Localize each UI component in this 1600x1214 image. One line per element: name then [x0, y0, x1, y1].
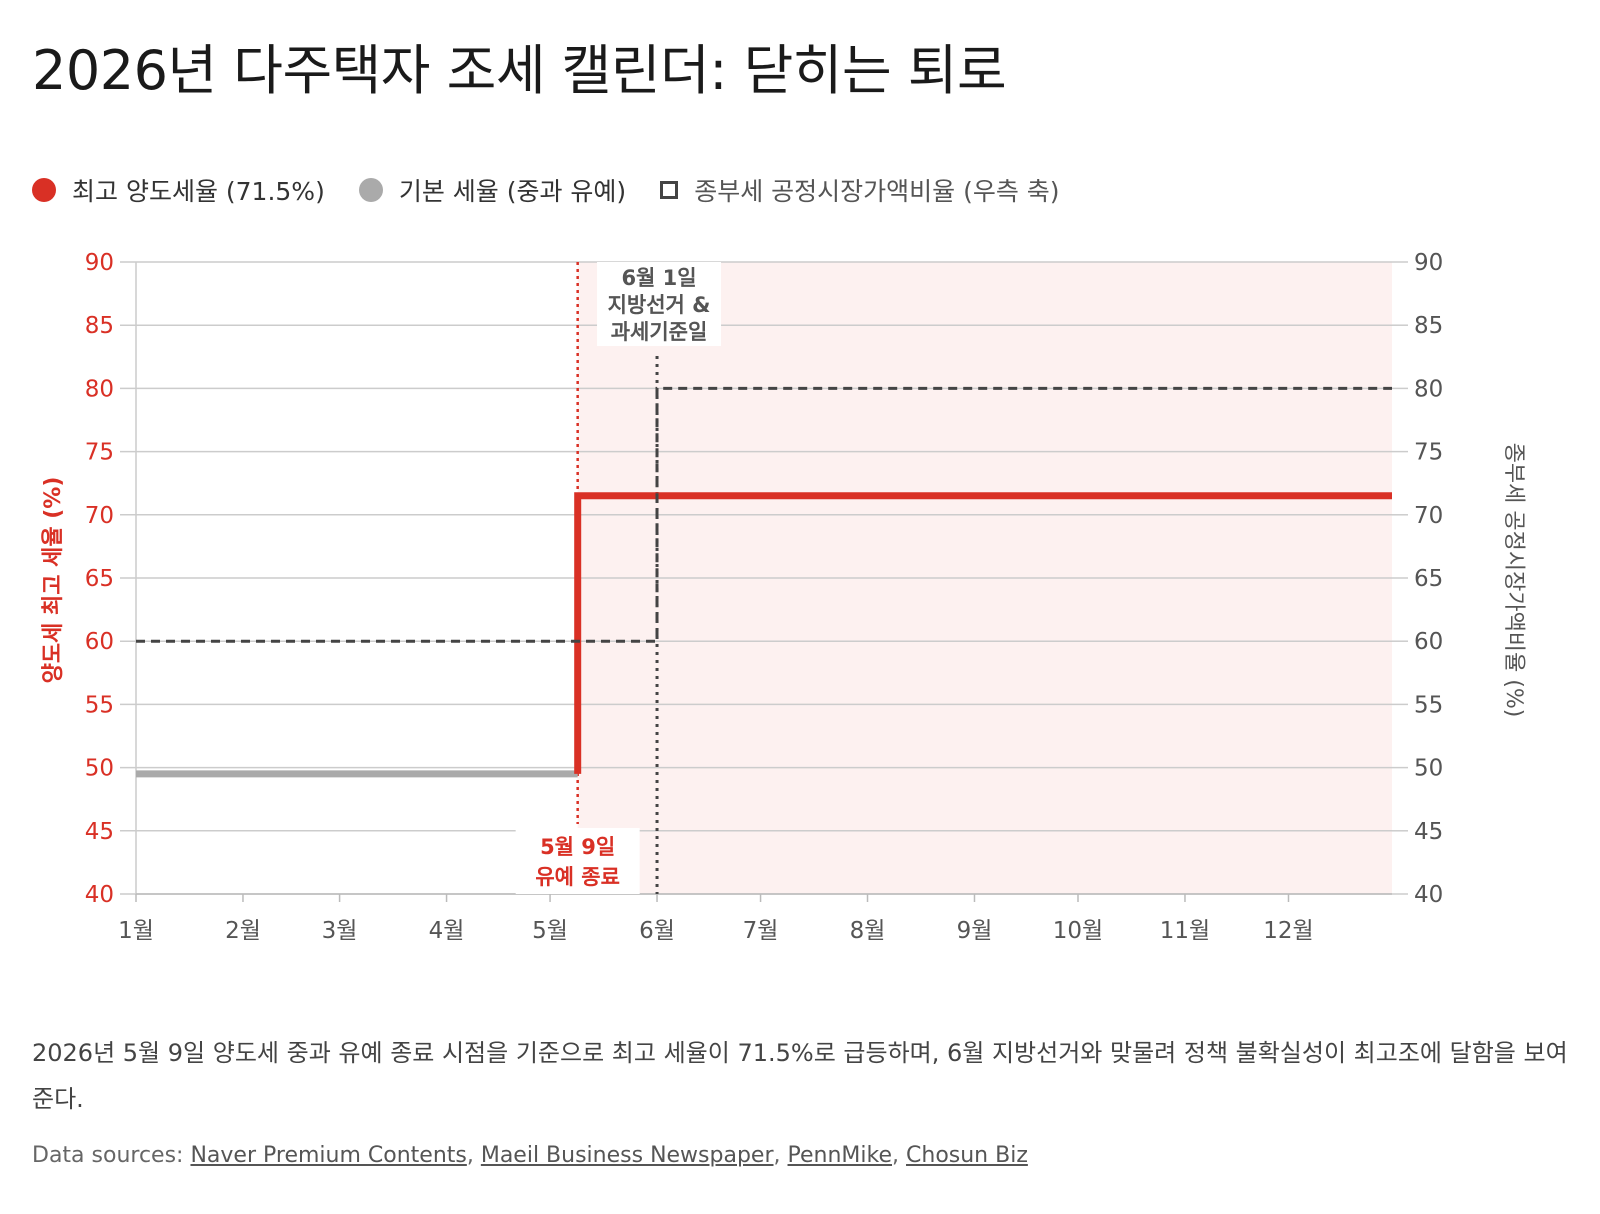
y-left-tick-label: 45 [85, 819, 114, 845]
x-tick-label: 11월 [1160, 918, 1210, 944]
y-right-tick-label: 50 [1414, 756, 1443, 782]
fair-market-ratio-line [136, 386, 1392, 643]
legend-label: 최고 양도세율 (71.5%) [72, 177, 325, 206]
y-left-tick-label: 70 [85, 503, 114, 529]
grid [120, 261, 1408, 895]
source-link-chosun[interactable]: Chosun Biz [906, 1143, 1028, 1168]
legend-label: 종부세 공정시장가액비율 (우측 축) [694, 177, 1060, 206]
y-right-tick-label: 65 [1414, 566, 1443, 592]
x-tick-label: 8월 [850, 918, 886, 944]
y-right-tick-label: 45 [1414, 819, 1443, 845]
y-right-tick-label: 90 [1414, 250, 1443, 276]
legend-label: 기본 세율 (중과 유예) [398, 177, 627, 206]
x-tick-label: 3월 [322, 918, 358, 944]
x-tick-label: 9월 [957, 918, 993, 944]
y-axis-right: 40 45 50 55 60 65 70 75 80 85 90 [1414, 250, 1443, 908]
annotation-grace-end-bg [515, 828, 640, 894]
source-link-pennmike[interactable]: PennMike [787, 1143, 893, 1168]
y-right-tick-label: 70 [1414, 503, 1443, 529]
sources-prefix: Data sources: [32, 1143, 184, 1168]
y-right-tick-label: 85 [1414, 313, 1443, 339]
annotation-election-text: 과세기준일 [611, 320, 708, 344]
annotation-grace-end-text: 5월 9일 [540, 835, 615, 859]
x-tick-label: 1월 [118, 918, 154, 944]
y-left-tick-label: 75 [85, 440, 114, 466]
x-tick-label: 12월 [1263, 918, 1313, 944]
red-dot-icon [32, 178, 56, 202]
x-axis: 1월 2월 3월 4월 5월 6월 7월 8월 9월 10월 11월 12월 [118, 894, 1314, 944]
y-left-tick-label: 50 [85, 756, 114, 782]
x-tick-label: 7월 [743, 918, 779, 944]
y-axis-left: 40 45 50 55 60 65 70 75 80 85 90 [85, 250, 114, 908]
source-link-maeil[interactable]: Maeil Business Newspaper [480, 1143, 774, 1168]
legend-item-top-rate: 최고 양도세율 (71.5%) [32, 172, 325, 208]
y-axis-right-label: 종부세 공정시장가액비율 (%) [1501, 443, 1526, 718]
y-right-tick-label: 80 [1414, 376, 1443, 402]
y-right-tick-label: 40 [1414, 882, 1443, 908]
x-tick-label: 10월 [1053, 918, 1103, 944]
page-title: 2026년 다주택자 조세 캘린더: 닫히는 퇴로 [32, 39, 1007, 102]
x-tick-label: 5월 [532, 918, 568, 944]
y-left-tick-label: 60 [85, 629, 114, 655]
square-outline-icon [660, 181, 679, 199]
y-left-tick-label: 55 [85, 692, 114, 718]
data-sources: Data sources: Naver Premium Contents, Ma… [32, 1143, 1028, 1168]
legend: 최고 양도세율 (71.5%) 기본 세율 (중과 유예) 종부세 공정시장가액… [32, 172, 1094, 208]
y-left-tick-label: 90 [85, 250, 114, 276]
annotation-election-text: 지방선거 & [608, 293, 711, 317]
y-axis-left-label: 양도세 최고 세율 (%) [41, 477, 66, 684]
x-tick-label: 4월 [429, 918, 465, 944]
annotation-election-text: 6월 1일 [621, 266, 696, 290]
annotation-grace-end-text: 유예 종료 [535, 865, 620, 889]
y-left-tick-label: 65 [85, 566, 114, 592]
chart: 40 45 50 55 60 65 70 75 80 85 90 40 45 50 55 60 65 70 75 8… [41, 250, 1526, 944]
gray-dot-icon [358, 178, 383, 202]
y-right-tick-label: 55 [1414, 692, 1443, 718]
y-left-tick-label: 80 [85, 376, 114, 402]
source-link-naver[interactable]: Naver Premium Contents [190, 1143, 467, 1168]
y-left-tick-label: 40 [85, 882, 114, 908]
annotation-election-bg [597, 262, 722, 346]
series [136, 386, 1392, 778]
y-right-tick-label: 60 [1414, 629, 1443, 655]
x-tick-label: 6월 [639, 918, 675, 944]
legend-item-ratio: 종부세 공정시장가액비율 (우측 축) [660, 172, 1060, 208]
caption: 2026년 5월 9일 양도세 중과 유예 종료 시점을 기준으로 최고 세율이… [32, 1039, 1568, 1113]
top-rate-line [574, 492, 1392, 774]
legend-item-base-rate: 기본 세율 (중과 유예) [358, 172, 627, 208]
y-right-tick-label: 75 [1414, 440, 1443, 466]
y-left-tick-label: 85 [85, 313, 114, 339]
x-tick-label: 2월 [225, 918, 261, 944]
